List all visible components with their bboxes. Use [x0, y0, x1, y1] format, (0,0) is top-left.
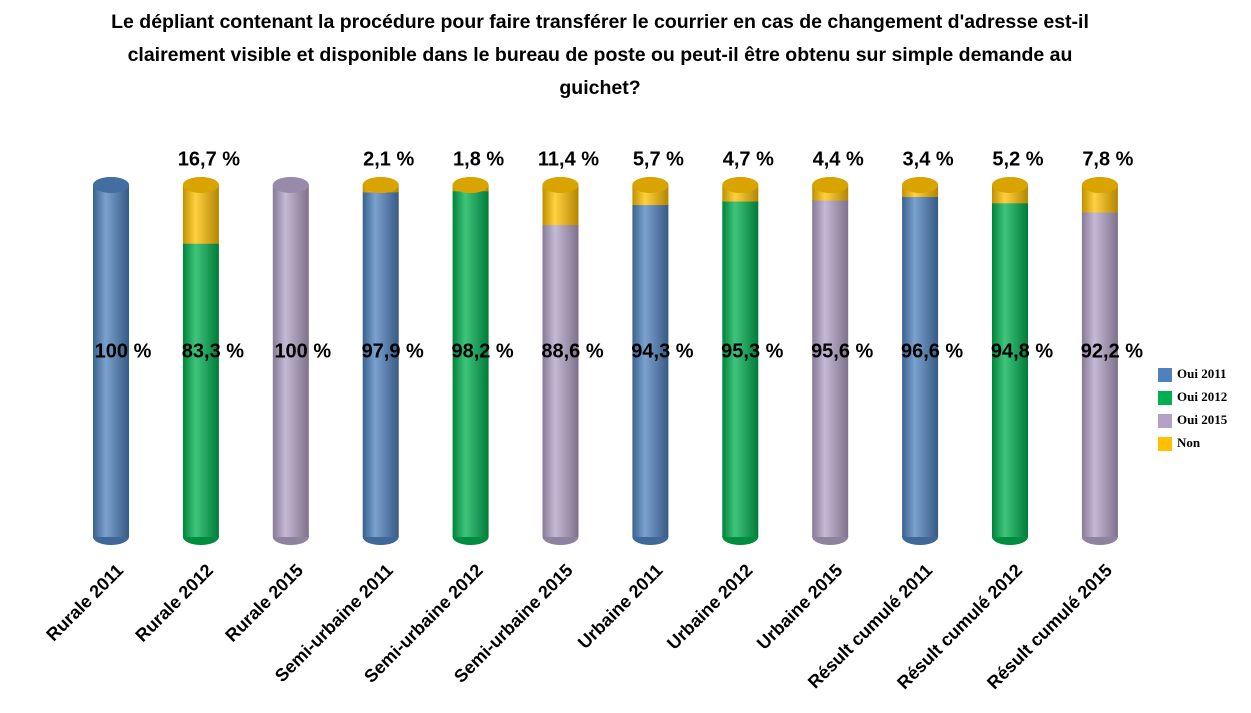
cylinder-top	[452, 177, 489, 193]
data-label: 5,2 %	[992, 148, 1043, 170]
bar-segment	[272, 185, 309, 537]
cylinder-top	[812, 177, 849, 193]
legend-swatch	[1158, 437, 1172, 451]
data-label: 88,6 %	[541, 340, 603, 362]
data-label: 11,4 %	[538, 148, 599, 170]
cylinder-top	[362, 177, 399, 193]
data-label: 4,4 %	[813, 148, 864, 170]
data-label: 100 %	[274, 340, 331, 362]
data-label: 83,3 %	[182, 340, 244, 362]
legend-swatch	[1158, 368, 1172, 382]
legend-swatch	[1158, 391, 1172, 405]
data-label: 16,7 %	[178, 148, 240, 170]
x-tick-label: Rurale 2012	[131, 560, 217, 646]
bar-segment	[93, 185, 129, 537]
data-label: 98,2 %	[451, 340, 513, 362]
cylinder-top	[182, 177, 219, 193]
bar-segment	[362, 192, 399, 537]
x-tick-label: Urbaine 2012	[663, 560, 756, 653]
data-label: 3,4 %	[903, 148, 954, 170]
bar-segment	[452, 191, 489, 537]
data-label: 1,8 %	[453, 148, 504, 170]
bar-segment	[632, 205, 669, 537]
data-label: 2,1 %	[363, 148, 414, 170]
cylinder-top	[902, 177, 939, 193]
data-label: 100 %	[95, 340, 152, 362]
data-label: 5,7 %	[633, 148, 684, 170]
bar-segment	[182, 185, 219, 244]
cylinder-top	[542, 177, 579, 193]
x-tick-label: Rurale 2011	[42, 560, 127, 645]
bar-segment	[902, 196, 939, 537]
legend-label: Oui 2011	[1177, 366, 1227, 381]
data-label: 92,2 %	[1081, 340, 1143, 362]
chart-title: Le dépliant contenant la procédure pour …	[111, 11, 1089, 99]
bar-segment	[992, 203, 1028, 537]
data-label: 96,6 %	[901, 340, 963, 362]
x-tick-label: Urbaine 2015	[753, 560, 846, 653]
data-label: 4,7 %	[723, 148, 774, 170]
legend-label: Non	[1177, 435, 1201, 450]
cylinder-top	[992, 177, 1028, 193]
x-tick-label: Rurale 2015	[221, 560, 307, 646]
cylinder-top	[632, 177, 669, 193]
legend-label: Oui 2012	[1177, 389, 1227, 404]
bar-segment	[722, 201, 759, 537]
data-label: 95,6 %	[811, 340, 873, 362]
data-label: 97,9 %	[362, 340, 424, 362]
bar-segment	[812, 200, 849, 537]
cylinder-top	[722, 177, 759, 193]
data-label: 7,8 %	[1082, 148, 1133, 170]
data-label: 95,3 %	[721, 340, 783, 362]
bar-segment	[542, 225, 579, 538]
legend-swatch	[1158, 414, 1172, 428]
legend-label: Oui 2015	[1177, 412, 1228, 427]
cylinder-top	[93, 177, 129, 193]
data-label: 94,8 %	[991, 340, 1053, 362]
bar-segment	[182, 243, 219, 537]
x-tick-label: Urbaine 2011	[574, 560, 667, 653]
bar-segment	[1081, 212, 1118, 537]
cylinder-top	[1081, 177, 1118, 193]
data-label: 94,3 %	[631, 340, 693, 362]
cylinder-top	[272, 177, 309, 193]
